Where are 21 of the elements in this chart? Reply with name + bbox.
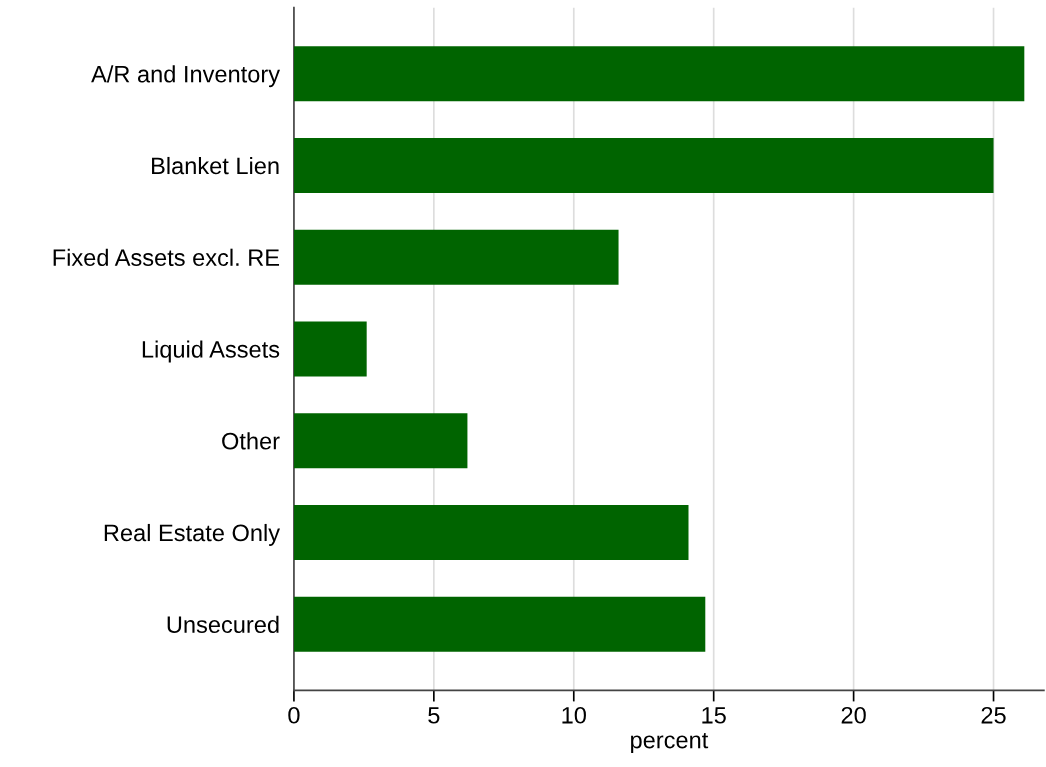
x-axis-title: percent [631, 732, 709, 754]
y-tick-label: Fixed Assets excl. RE [53, 248, 280, 267]
y-tick-label: Blanket Lien [152, 156, 279, 175]
x-tick-label: 5 [428, 707, 440, 724]
y-tick-label: Unsecured [167, 615, 279, 634]
bar [293, 46, 1025, 102]
bar [293, 137, 994, 194]
x-tick-label: 15 [702, 707, 726, 724]
y-tick-label: Real Estate Only [104, 523, 280, 546]
x-tick-label: 20 [841, 706, 866, 724]
bar [293, 229, 619, 285]
x-tick-label: 25 [981, 706, 1006, 724]
x-tick-label: 0 [288, 706, 300, 724]
bar [293, 596, 706, 652]
bar [293, 321, 367, 377]
bar [293, 413, 468, 469]
y-tick-label: Other [222, 432, 280, 450]
y-tick-label: A/R and Inventory [91, 65, 280, 88]
x-tick-label: 10 [562, 706, 586, 724]
bar [293, 504, 689, 561]
y-tick-label: Liquid Assets [142, 340, 280, 363]
